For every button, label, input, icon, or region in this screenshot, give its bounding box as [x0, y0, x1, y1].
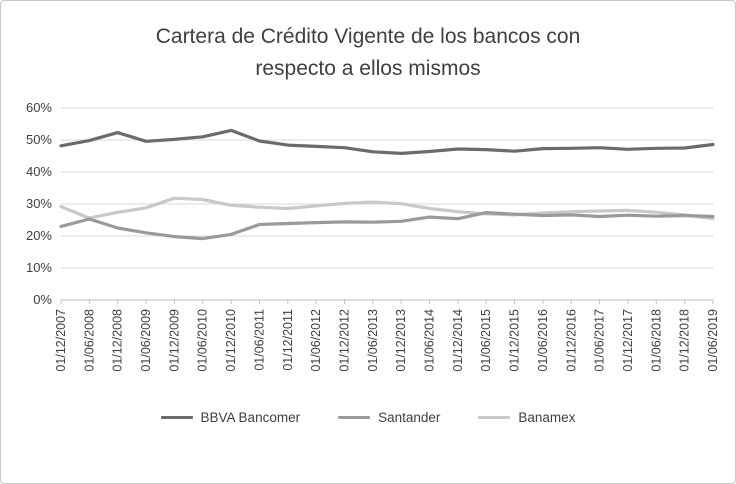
x-tick-label: 01/06/2014 [423, 309, 437, 372]
series-line-santander [59, 210, 715, 241]
x-tick-label: 01/06/2013 [366, 309, 380, 372]
x-tick-label: 01/06/2018 [649, 309, 663, 372]
legend-swatch-banamex [478, 415, 511, 420]
x-tick-label: 01/12/2009 [167, 309, 181, 372]
y-tick-label: 30% [26, 196, 52, 211]
legend-label-bbva-bancomer: BBVA Bancomer [200, 410, 301, 425]
legend-item-banamex: Banamex [478, 410, 575, 425]
x-tick-label: 01/12/2014 [451, 309, 465, 372]
x-tick-label: 01/12/2017 [621, 309, 635, 372]
x-tick-label: 01/12/2018 [678, 309, 692, 372]
chart-title: Cartera de Crédito Vigente de los bancos… [155, 25, 581, 80]
x-tick-label: 01/06/2015 [479, 309, 493, 372]
legend-swatch-bbva-bancomer [160, 415, 193, 420]
x-tick-label: 01/12/2007 [54, 309, 68, 372]
chart-legend: BBVA Bancomer Santander Banamex [1, 410, 735, 425]
x-tick-label: 01/06/2008 [82, 309, 96, 372]
x-tick-label: 01/12/2012 [338, 309, 352, 372]
x-tick-label: 01/12/2015 [508, 309, 522, 372]
x-tick-label: 01/06/2012 [309, 309, 323, 372]
x-tick-label: 01/06/2009 [139, 309, 153, 372]
legend-label-banamex: Banamex [518, 410, 576, 425]
legend-item-santander: Santander [338, 410, 440, 425]
x-tick-label: 01/06/2017 [593, 309, 607, 372]
y-tick-label: 60% [26, 100, 52, 115]
legend-label-santander: Santander [378, 410, 441, 425]
series-line-banamex [59, 196, 715, 221]
y-tick-label: 50% [26, 132, 52, 147]
y-tick-label: 20% [26, 228, 52, 243]
y-tick-label: 40% [26, 164, 52, 179]
x-tick-label: 01/12/2011 [281, 309, 295, 371]
x-tick-label: 01/06/2011 [252, 309, 266, 371]
x-tick-label: 01/06/2010 [196, 309, 210, 372]
x-tick-label: 01/06/2016 [536, 309, 550, 372]
x-tick-label: 01/06/2019 [706, 309, 720, 372]
x-tick-label: 01/12/2013 [394, 309, 408, 372]
y-tick-label: 10% [26, 260, 52, 275]
x-tick-label: 01/12/2010 [224, 309, 238, 372]
legend-swatch-santander [338, 415, 371, 420]
y-tick-label: 0% [33, 292, 52, 307]
line-chart-plot-area: 0% 10% 20% 30% 40% 50% 60% 01/12/2007 01/06/2008… [26, 100, 720, 372]
x-tick-label: 01/12/2008 [111, 309, 125, 372]
series-line-bbva-bancomer [59, 128, 715, 156]
legend-item-bbva-bancomer: BBVA Bancomer [160, 410, 301, 425]
x-tick-label: 01/12/2016 [564, 309, 578, 372]
